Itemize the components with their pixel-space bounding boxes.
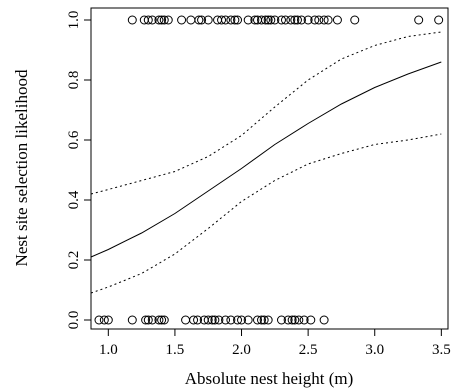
data-point — [319, 15, 329, 25]
data-point — [350, 15, 360, 25]
data-point — [257, 315, 267, 325]
y-tick-label: 0.0 — [66, 311, 82, 330]
y-axis-label: Nest site selection likelihood — [12, 69, 31, 266]
data-point — [127, 315, 137, 325]
y-tick-label: 1.0 — [66, 11, 82, 30]
plot-area — [90, 15, 444, 325]
data-point — [323, 15, 333, 25]
data-point — [94, 315, 104, 325]
data-point — [263, 15, 273, 25]
data-point — [221, 15, 231, 25]
x-tick-label: 2.5 — [299, 342, 318, 358]
data-point — [189, 315, 199, 325]
data-point — [276, 315, 286, 325]
data-point — [233, 315, 243, 325]
data-point — [310, 15, 320, 25]
data-point — [280, 15, 290, 25]
data-point — [290, 15, 300, 25]
data-point — [203, 15, 213, 25]
data-point — [147, 315, 157, 325]
data-point — [127, 15, 137, 25]
data-point — [243, 315, 253, 325]
data-point — [306, 315, 316, 325]
data-point — [230, 15, 240, 25]
fitted-curve — [90, 61, 442, 258]
data-point — [143, 315, 153, 325]
data-point — [203, 315, 213, 325]
data-point — [177, 15, 187, 25]
data-point — [287, 315, 297, 325]
data-point — [159, 315, 169, 325]
data-point — [143, 15, 153, 25]
y-tick-label: 0.4 — [66, 190, 82, 209]
data-point — [290, 315, 300, 325]
data-point — [214, 315, 224, 325]
x-axis-label: Absolute nest height (m) — [185, 369, 354, 388]
plot-frame — [90, 7, 449, 330]
data-point — [270, 15, 280, 25]
data-point — [257, 15, 267, 25]
data-point — [303, 15, 313, 25]
data-point — [299, 315, 309, 325]
data-point — [197, 15, 207, 25]
upper-ci-curve — [90, 31, 442, 195]
data-point — [296, 15, 306, 25]
x-axis: 1.0 1.5 2.0 2.5 3.0 3.5 — [99, 329, 451, 358]
data-point — [157, 315, 167, 325]
x-tick-label: 3.5 — [432, 342, 451, 358]
data-point — [243, 15, 253, 25]
data-point — [237, 315, 247, 325]
data-point — [157, 15, 167, 25]
x-tick-label: 1.5 — [166, 342, 185, 358]
x-tick-label: 2.0 — [232, 342, 251, 358]
data-point — [283, 315, 293, 325]
data-point — [186, 15, 196, 25]
data-point — [261, 15, 271, 25]
data-point — [266, 15, 276, 25]
data-point — [154, 15, 164, 25]
data-point — [259, 315, 269, 325]
data-point — [217, 15, 227, 25]
y-tick-label: 0.6 — [66, 130, 82, 149]
data-point — [286, 15, 296, 25]
data-point — [276, 15, 286, 25]
data-point — [319, 315, 329, 325]
y-tick-label: 0.2 — [66, 251, 82, 270]
data-point — [221, 315, 231, 325]
x-tick-label: 3.0 — [365, 342, 384, 358]
data-point — [332, 15, 342, 25]
y-tick-label: 0.8 — [66, 71, 82, 90]
data-point — [159, 15, 169, 25]
data-point — [292, 15, 302, 25]
data-point — [147, 15, 157, 25]
y-axis: 0.0 0.2 0.4 0.6 0.8 1.0 — [66, 11, 91, 330]
data-point — [414, 15, 424, 25]
lower-ci-curve — [90, 133, 442, 294]
data-point — [226, 315, 236, 325]
data-point — [233, 15, 243, 25]
data-point — [181, 315, 191, 325]
x-tick-label: 1.0 — [99, 342, 118, 358]
data-point — [226, 15, 236, 25]
data-point — [253, 315, 263, 325]
data-point — [163, 15, 173, 25]
data-point — [193, 315, 203, 325]
data-point — [434, 15, 444, 25]
data-point — [194, 15, 204, 25]
data-point — [103, 315, 113, 325]
data-point — [263, 315, 273, 325]
data-point — [210, 315, 220, 325]
data-point — [294, 315, 304, 325]
data-point — [141, 315, 151, 325]
data-point — [99, 315, 109, 325]
data-point — [314, 15, 324, 25]
data-point — [154, 315, 164, 325]
data-point — [250, 15, 260, 25]
data-point — [207, 315, 217, 325]
